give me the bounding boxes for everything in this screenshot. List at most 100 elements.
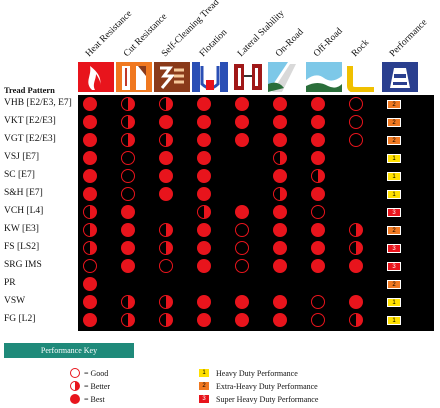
rating-best-icon [311,187,325,201]
rating-best-icon [83,295,97,309]
performance-badge: 2 [387,226,401,235]
rating-better-icon [159,241,173,255]
rating-good-icon [159,259,173,273]
row-label: S&H [E7] [4,188,43,198]
rating-good-icon [121,187,135,201]
rating-best-icon [197,259,211,273]
lateral-stability-icon [230,62,266,92]
rating-best-icon [159,169,173,183]
column-header: Flotation [198,27,230,60]
column-header: Performance [388,17,430,60]
rating-best-icon [197,295,211,309]
rating-better-icon [349,223,363,237]
rating-best-icon [311,259,325,273]
rating-better-icon [159,223,173,237]
ratings-grid [78,95,434,331]
rating-best-icon [197,169,211,183]
rating-good-icon [83,259,97,273]
performance-badge: 1 [387,172,401,181]
rating-best-icon [197,187,211,201]
rating-good-icon [121,151,135,165]
rating-better-icon [121,133,135,147]
rating-best-icon [197,241,211,255]
row-label: FG [L2] [4,314,36,324]
performance-badge: 1 [387,316,401,325]
performance-key-title: Performance Key [4,343,134,358]
rating-best-icon [235,133,249,147]
row-label: VKT [E2/E3] [4,116,56,126]
rating-better-icon [273,151,287,165]
rating-best-icon [235,97,249,111]
key-better: = Better [70,381,110,391]
rating-best-icon [349,259,363,273]
rating-better-icon [311,169,325,183]
rating-best-icon [197,115,211,129]
rating-better-icon [83,241,97,255]
rating-best-icon [273,115,287,129]
rating-good-icon [311,205,325,219]
rating-best-icon [273,133,287,147]
rating-best-icon [197,133,211,147]
row-label: VCH [L4] [4,206,44,216]
rating-best-icon [197,151,211,165]
rating-best-icon [235,205,249,219]
good-dot-icon [70,368,80,378]
performance-badge: 1 [387,154,401,163]
performance-badge: 3 [387,244,401,253]
key-best: = Best [70,394,105,404]
key-super-heavy: 3 Super Heavy Duty Performance [198,394,318,404]
key-best-label: = Best [84,394,105,404]
rating-good-icon [235,241,249,255]
rating-best-icon [311,241,325,255]
rating-best-icon [273,259,287,273]
rating-better-icon [83,205,97,219]
row-label: VGT [E2/E3] [4,134,56,144]
rating-best-icon [235,115,249,129]
rating-best-icon [83,169,97,183]
performance-badge: 1 [387,190,401,199]
cut-icon [116,62,152,92]
rating-good-icon [311,313,325,327]
rating-best-icon [83,115,97,129]
row-label: VSJ [E7] [4,152,40,162]
rating-best-icon [159,115,173,129]
heat-icon [78,62,114,92]
key-better-label: = Better [84,381,111,391]
key-super-heavy-label: Super Heavy Duty Performance [216,394,319,404]
rating-best-icon [83,97,97,111]
rating-good-icon [349,97,363,111]
rating-best-icon [159,151,173,165]
heavy-swatch: 1 [198,368,210,378]
rating-best-icon [235,295,249,309]
rating-better-icon [159,313,173,327]
rating-best-icon [121,223,135,237]
rating-best-icon [273,169,287,183]
column-header: Off-Road [312,26,345,60]
on-road-icon [268,62,304,92]
key-extra-heavy-label: Extra-Heavy Duty Performance [216,381,318,391]
performance-badge: 3 [387,262,401,271]
rating-best-icon [83,277,97,291]
rating-best-icon [197,97,211,111]
rock-icon [344,62,380,92]
rating-good-icon [235,259,249,273]
performance-badge: 1 [387,298,401,307]
rating-better-icon [197,205,211,219]
rating-best-icon [121,205,135,219]
rating-best-icon [273,241,287,255]
rating-best-icon [83,313,97,327]
key-good-label: = Good [84,368,109,378]
rating-best-icon [311,97,325,111]
rating-good-icon [235,223,249,237]
rating-best-icon [349,295,363,309]
flotation-icon [192,62,228,92]
rating-better-icon [349,241,363,255]
rating-best-icon [121,259,135,273]
rating-better-icon [159,133,173,147]
rating-better-icon [121,295,135,309]
rating-better-icon [121,97,135,111]
rating-good-icon [349,115,363,129]
row-label: FS [LS2] [4,242,40,252]
rating-better-icon [83,223,97,237]
best-dot-icon [70,394,80,404]
